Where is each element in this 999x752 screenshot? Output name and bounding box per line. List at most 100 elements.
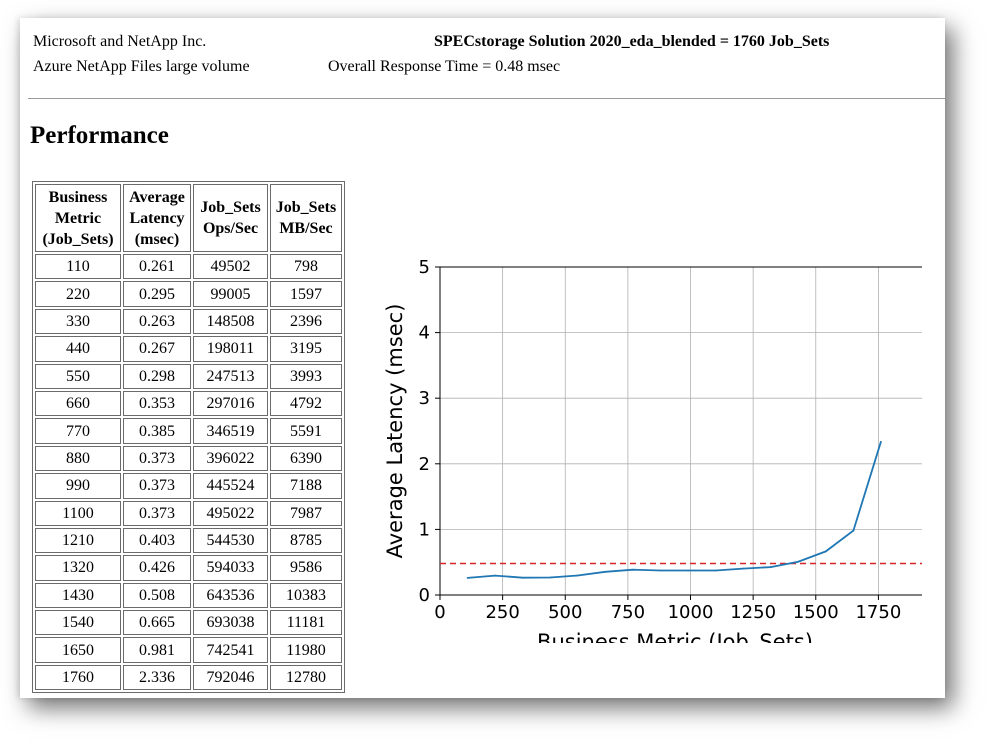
x-tick-label: 1250 — [730, 602, 776, 623]
table-cell: 6390 — [270, 445, 342, 472]
table-cell: 12780 — [270, 664, 342, 691]
table-cell: 880 — [35, 445, 121, 472]
table-row: 990 0.373 445524 7188 — [35, 473, 342, 499]
table-row: 1540 0.665 693038 11181 — [35, 610, 342, 636]
table-cell: 4792 — [270, 390, 342, 417]
data-point — [852, 529, 855, 532]
table-cell: 396022 — [193, 445, 268, 472]
product-name: Azure NetApp Files large volume — [33, 58, 250, 75]
data-point — [604, 570, 607, 573]
vendor-name: Microsoft and NetApp Inc. — [33, 33, 207, 50]
data-point — [576, 574, 579, 577]
table-cell: 7987 — [270, 500, 342, 526]
table-cell: 1597 — [270, 281, 342, 307]
section-title: Performance — [30, 122, 169, 149]
table-cell: 1650 — [35, 637, 121, 663]
data-point — [494, 574, 497, 577]
x-tick-label: 1000 — [668, 602, 714, 623]
latency-points — [466, 440, 882, 579]
data-point — [824, 550, 827, 553]
y-tick-label: 5 — [419, 257, 430, 278]
x-tick-label: 750 — [611, 602, 645, 623]
table-cell: 0.385 — [123, 418, 191, 444]
table-cell: 0.403 — [123, 527, 191, 554]
report-card: Microsoft and NetApp Inc. Azure NetApp F… — [20, 18, 945, 698]
table-cell: 1320 — [35, 555, 121, 581]
data-point — [769, 566, 772, 568]
data-point — [880, 440, 882, 443]
table-cell: 99005 — [193, 281, 268, 307]
table-row: 1430 0.508 643536 10383 — [35, 582, 342, 609]
table-cell: 10383 — [270, 582, 342, 609]
table-row: 1650 0.981 742541 11980 — [35, 637, 342, 663]
x-axis-label: Business Metric (Job_Sets) — [537, 630, 813, 643]
performance-table: Business Metric (Job_Sets) Average Laten… — [32, 181, 345, 694]
table-cell: 3993 — [270, 363, 342, 389]
table-cell: 660 — [35, 390, 121, 417]
col-header-ops-per-sec: Job_Sets Ops/Sec — [193, 184, 268, 252]
table-row: 770 0.385 346519 5591 — [35, 418, 342, 444]
x-tick-label: 250 — [485, 602, 519, 623]
y-tick-label: 2 — [419, 454, 430, 475]
y-tick-label: 0 — [419, 585, 430, 606]
table-cell: 792046 — [193, 664, 268, 691]
table-cell: 11181 — [270, 610, 342, 636]
col-header-average-latency: Average Latency (msec) — [123, 184, 191, 252]
col-header-text: Average Latency (msec) — [129, 188, 185, 248]
table-cell: 0.508 — [123, 582, 191, 609]
x-tick-label: 0 — [434, 602, 445, 623]
table-cell: 1210 — [35, 527, 121, 554]
table-cell: 0.373 — [123, 445, 191, 472]
table-cell: 0.353 — [123, 390, 191, 417]
table-cell: 220 — [35, 281, 121, 307]
divider — [28, 98, 945, 99]
table-cell: 1760 — [35, 664, 121, 691]
data-point — [549, 576, 552, 579]
table-row: 1100 0.373 495022 7987 — [35, 500, 342, 526]
table-cell: 297016 — [193, 390, 268, 417]
latency-chart: 0 250 500 750 1000 1250 1500 1750 0 1 2 3 4 5 Business… — [383, 257, 922, 643]
data-point — [466, 576, 469, 579]
table-cell: 148508 — [193, 308, 268, 335]
table-cell: 0.298 — [123, 363, 191, 389]
y-tick-label: 4 — [419, 323, 430, 344]
data-point — [714, 569, 717, 572]
col-header-mb-per-sec: Job_Sets MB/Sec — [270, 184, 342, 252]
data-point — [687, 569, 689, 572]
table-cell: 1100 — [35, 500, 121, 526]
table-cell: 0.267 — [123, 336, 191, 362]
table-cell: 544530 — [193, 527, 268, 554]
plot-frame — [439, 266, 922, 596]
table-row: 110 0.261 49502 798 — [35, 254, 342, 280]
table-cell: 0.373 — [123, 473, 191, 499]
table-cell: 5591 — [270, 418, 342, 444]
table-cell: 198011 — [193, 336, 268, 362]
x-tick-label: 500 — [548, 602, 582, 623]
table-row: 660 0.353 297016 4792 — [35, 390, 342, 417]
table-cell: 742541 — [193, 637, 268, 663]
table-body: 110 0.261 49502 798 220 0.295 99005 1597 330 0.26… — [35, 254, 342, 691]
col-header-business-metric: Business Metric (Job_Sets) — [35, 184, 121, 252]
table-cell: 9586 — [270, 555, 342, 581]
col-header-text: Business Metric (Job_Sets) — [42, 188, 114, 248]
table-header-row: Business Metric (Job_Sets) Average Laten… — [35, 184, 342, 252]
data-point — [742, 567, 745, 570]
table-cell: 798 — [270, 254, 342, 280]
table-cell: 550 — [35, 363, 121, 389]
data-point — [631, 568, 634, 571]
latency-series-line — [467, 441, 882, 579]
y-tick-label: 3 — [419, 388, 430, 409]
data-point — [797, 560, 800, 563]
table-cell: 1540 — [35, 610, 121, 636]
table-cell: 0.263 — [123, 308, 191, 335]
table-row: 330 0.263 148508 2396 — [35, 308, 342, 335]
table-cell: 247513 — [193, 363, 268, 389]
table-row: 550 0.298 247513 3993 — [35, 363, 342, 389]
x-tick-label: 1750 — [855, 602, 901, 623]
table-row: 1210 0.403 544530 8785 — [35, 527, 342, 554]
table-row: 440 0.267 198011 3195 — [35, 336, 342, 362]
table-cell: 8785 — [270, 527, 342, 554]
table-cell: 3195 — [270, 336, 342, 362]
response-time: Overall Response Time = 0.48 msec — [328, 58, 561, 75]
table-cell: 594033 — [193, 555, 268, 581]
